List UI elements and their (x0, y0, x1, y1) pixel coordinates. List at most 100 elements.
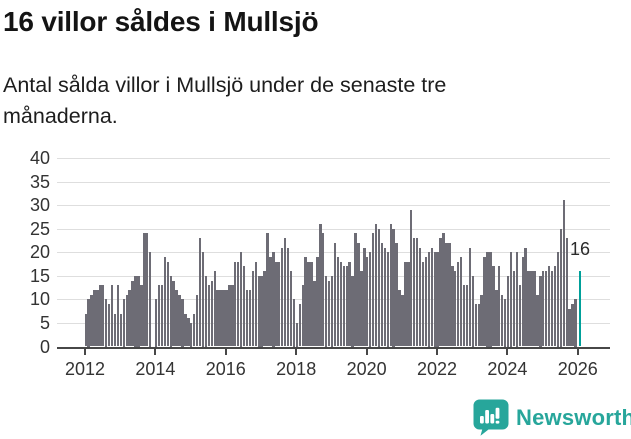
gridline (57, 275, 610, 277)
bar (348, 261, 351, 347)
bar (418, 247, 422, 347)
bar (351, 275, 354, 347)
y-axis-tick-label: 35 (29, 171, 50, 192)
bar (137, 275, 140, 347)
bar (413, 238, 416, 347)
newsworthy-speech-bubble-chart-icon (473, 399, 509, 436)
bar (181, 299, 184, 347)
bar (442, 233, 445, 347)
bar (146, 233, 149, 347)
bar (371, 233, 375, 347)
bar (213, 271, 216, 347)
bar (175, 289, 178, 347)
bar (172, 280, 175, 347)
x-axis-tick (365, 349, 368, 355)
bar (207, 285, 211, 347)
bar (386, 252, 389, 347)
bar (204, 275, 208, 347)
bar (539, 275, 542, 347)
bar (404, 261, 407, 347)
bar (506, 275, 510, 347)
bar (201, 252, 205, 347)
bar (547, 266, 551, 347)
page-title: 16 villor såldes i Mullsjö (3, 6, 319, 37)
bar (99, 285, 102, 347)
bar (492, 266, 495, 347)
x-axis-tick (295, 349, 298, 355)
bar (512, 271, 516, 347)
bar (225, 289, 228, 347)
x-axis-line (57, 346, 610, 349)
bar (234, 261, 237, 347)
x-axis-tick-label: 2014 (135, 359, 176, 379)
bar (307, 261, 310, 347)
bar (105, 299, 108, 347)
bar (222, 289, 225, 347)
last-value-label: 16 (570, 239, 591, 259)
bar (160, 285, 164, 347)
bar (298, 304, 301, 347)
bar (319, 223, 322, 347)
y-axis-tick-label: 25 (29, 218, 50, 239)
bar (568, 308, 571, 347)
bar (122, 299, 125, 347)
bar (439, 238, 442, 347)
bar (521, 256, 524, 347)
bar (401, 294, 404, 347)
bar (474, 304, 477, 347)
bar (272, 252, 275, 347)
bar (451, 266, 454, 347)
bar (427, 252, 431, 347)
x-axis-tick (506, 349, 509, 355)
bar (278, 261, 281, 347)
bar (562, 200, 565, 347)
bar (190, 322, 193, 347)
bar (254, 261, 257, 347)
bar (292, 299, 296, 347)
bar (518, 285, 521, 347)
bar (275, 261, 278, 347)
bar-highlight-latest (578, 271, 582, 347)
bar (495, 289, 498, 347)
bar (93, 289, 96, 347)
y-axis-tick-label: 10 (29, 289, 50, 310)
bar (131, 280, 134, 347)
x-axis-tick (224, 349, 227, 355)
bar (128, 289, 131, 347)
bar (457, 261, 460, 347)
bar (436, 252, 439, 347)
bar (116, 285, 120, 347)
bar (407, 261, 410, 347)
x-axis-tick-label: 2018 (276, 359, 317, 379)
bar (154, 299, 158, 347)
bar (392, 228, 395, 347)
bar (210, 280, 213, 347)
bar (286, 247, 290, 347)
newsworthy-logo-text: Newsworthy (516, 404, 631, 430)
gridline (57, 228, 610, 230)
newsworthy-logo[interactable]: Newsworthy (473, 399, 631, 436)
bar (483, 256, 486, 347)
bar (366, 256, 369, 347)
bar (430, 247, 433, 347)
bar (228, 285, 231, 347)
bar (269, 256, 272, 347)
bar (263, 271, 266, 347)
bar (102, 285, 105, 347)
bar (369, 252, 372, 347)
bar (283, 238, 287, 347)
bar (342, 266, 345, 347)
y-axis-tick-label: 40 (29, 148, 50, 168)
bar (383, 247, 387, 347)
y-axis-tick-label: 15 (29, 265, 50, 286)
bar (178, 294, 181, 347)
bar (536, 294, 539, 347)
x-axis-tick (84, 349, 86, 355)
bar (480, 294, 483, 347)
gridline (57, 205, 610, 207)
bar (486, 252, 489, 347)
gridline (57, 252, 610, 254)
bar (140, 285, 143, 347)
bar (325, 275, 328, 347)
bar (260, 275, 263, 347)
